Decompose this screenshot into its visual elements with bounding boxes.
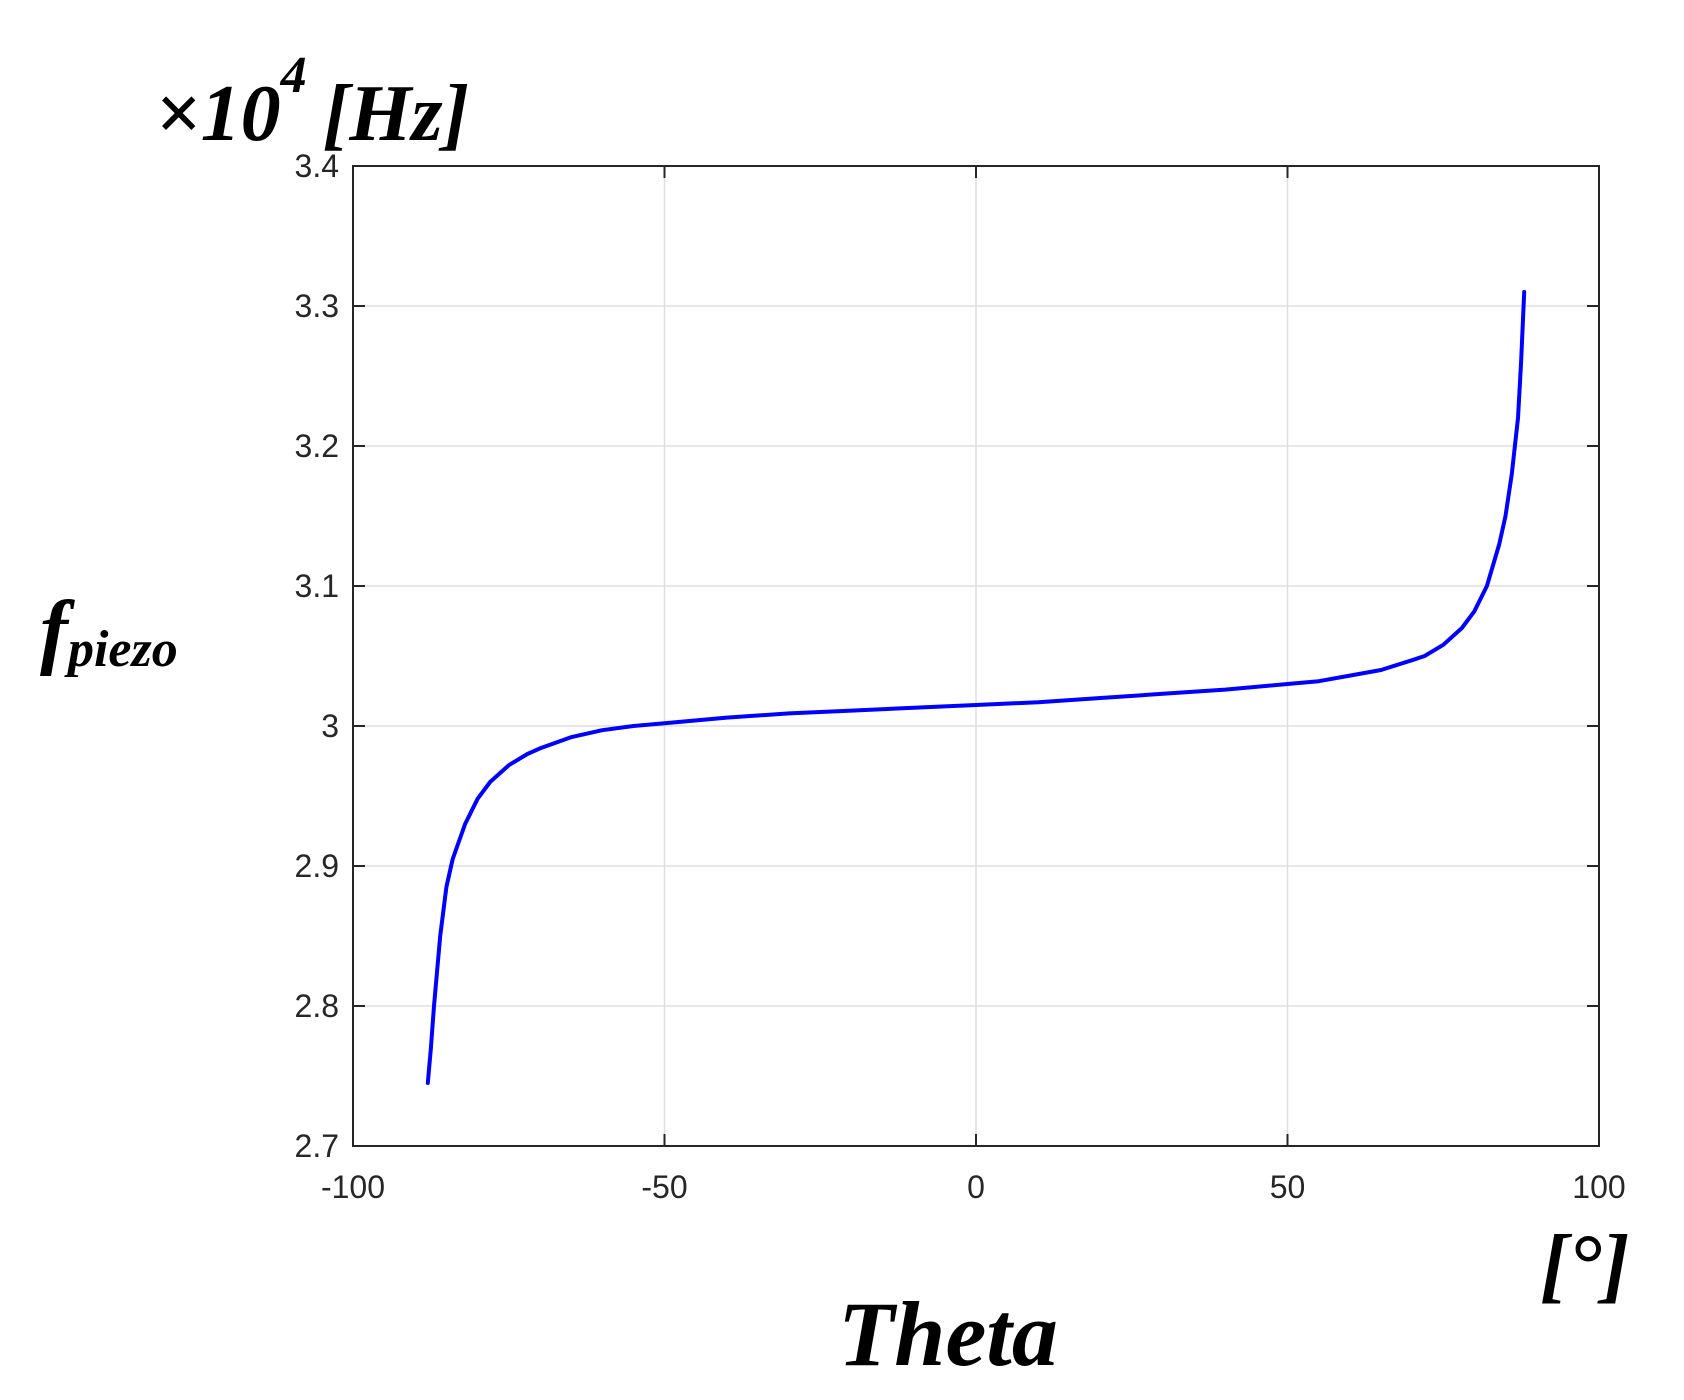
y-exponent-power: 4 [280, 47, 307, 104]
y-axis-label-sub: piezo [64, 621, 178, 678]
x-axis-tick-labels: -100 -50 0 50 100 [321, 1169, 1626, 1205]
x-tick-label: 0 [967, 1169, 985, 1205]
x-axis-label: Theta [838, 1283, 1058, 1385]
axis-ticks [352, 165, 1600, 1147]
y-tick-label: 3.4 [295, 148, 339, 184]
y-axis-unit: [Hz] [323, 70, 470, 158]
x-tick-label: 100 [1572, 1169, 1625, 1205]
y-tick-label: 3.1 [295, 568, 339, 604]
grid [352, 165, 1600, 1147]
y-tick-label: 2.9 [295, 848, 339, 884]
y-tick-label: 2.8 [295, 988, 339, 1024]
y-axis-label: fpiezo [40, 584, 178, 678]
x-tick-label: -50 [641, 1169, 687, 1205]
x-tick-label: 50 [1270, 1169, 1306, 1205]
y-axis-exponent: ×104 [Hz] [155, 47, 469, 158]
x-axis-unit: [°] [1540, 1218, 1630, 1311]
y-tick-label: 3.2 [295, 428, 339, 464]
y-tick-label: 3 [321, 708, 339, 744]
x-tick-label: -100 [321, 1169, 385, 1205]
y-axis-tick-labels: 2.7 2.8 2.9 3 3.1 3.2 3.3 3.4 [295, 148, 339, 1164]
series-line [425, 290, 1527, 1085]
y-tick-label: 2.7 [295, 1128, 339, 1164]
y-tick-label: 3.3 [295, 288, 339, 324]
y-exponent-prefix: ×10 [155, 70, 281, 158]
